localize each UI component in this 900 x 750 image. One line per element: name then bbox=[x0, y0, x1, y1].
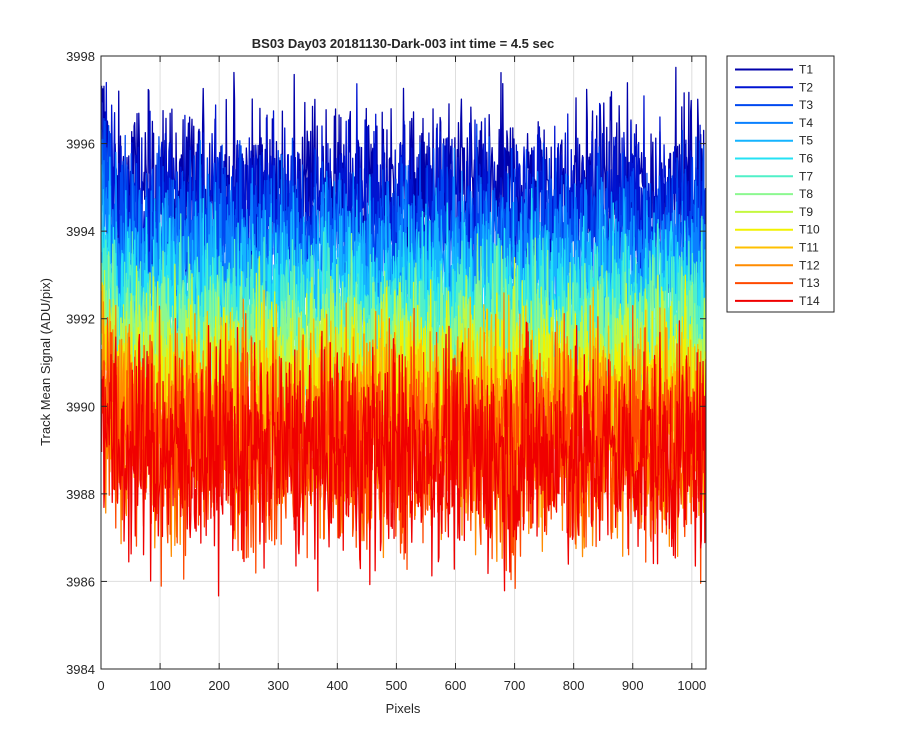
legend-label: T11 bbox=[799, 241, 819, 255]
y-tick-label: 3994 bbox=[66, 224, 95, 239]
x-tick-label: 1000 bbox=[677, 678, 706, 693]
legend-label: T1 bbox=[799, 63, 813, 77]
chart-title: BS03 Day03 20181130-Dark-003 int time = … bbox=[252, 36, 554, 51]
y-tick-label: 3996 bbox=[66, 137, 95, 152]
plot-frame bbox=[100, 55, 707, 670]
legend-label: T14 bbox=[799, 294, 820, 308]
legend-label: T6 bbox=[799, 152, 813, 166]
legend-label: T13 bbox=[799, 276, 820, 290]
x-tick-label: 600 bbox=[445, 678, 467, 693]
y-tick-label: 3984 bbox=[66, 662, 95, 677]
x-tick-label: 200 bbox=[208, 678, 230, 693]
legend-label: T12 bbox=[799, 258, 820, 272]
y-axis-label: Track Mean Signal (ADU/pix) bbox=[38, 278, 53, 446]
legend-box bbox=[726, 55, 835, 313]
legend-label: T4 bbox=[799, 116, 813, 130]
x-tick-label: 400 bbox=[326, 678, 348, 693]
y-tick-label: 3986 bbox=[66, 574, 95, 589]
legend-label: T2 bbox=[799, 80, 813, 94]
x-tick-label: 700 bbox=[504, 678, 526, 693]
x-tick-label: 900 bbox=[622, 678, 644, 693]
x-tick-label: 300 bbox=[267, 678, 289, 693]
y-tick-label: 3998 bbox=[66, 49, 95, 64]
y-tick-label: 3988 bbox=[66, 487, 95, 502]
legend: T1 T2 T3 T4 T5 T6 T7 T8 T9 T10 T11 T12 T13 T14 bbox=[726, 55, 835, 313]
x-tick-label: 800 bbox=[563, 678, 585, 693]
legend-label: T5 bbox=[799, 134, 813, 148]
x-tick-label: 100 bbox=[149, 678, 171, 693]
x-tick-label: 500 bbox=[386, 678, 408, 693]
legend-label: T3 bbox=[799, 98, 813, 112]
y-tick-label: 3990 bbox=[66, 399, 95, 414]
legend-label: T10 bbox=[799, 223, 820, 237]
x-tick-label: 0 bbox=[97, 678, 104, 693]
series-lines bbox=[101, 66, 706, 597]
x-axis-label: Pixels bbox=[386, 701, 421, 716]
axis-ticks: 0 100 200 300 400 500 600 700 800 900 1000 3984 3986… bbox=[66, 49, 706, 693]
legend-label: T9 bbox=[799, 205, 813, 219]
y-tick-label: 3992 bbox=[66, 312, 95, 327]
series-line-t14 bbox=[101, 320, 706, 597]
legend-label: T7 bbox=[799, 169, 813, 183]
legend-label: T8 bbox=[799, 187, 813, 201]
